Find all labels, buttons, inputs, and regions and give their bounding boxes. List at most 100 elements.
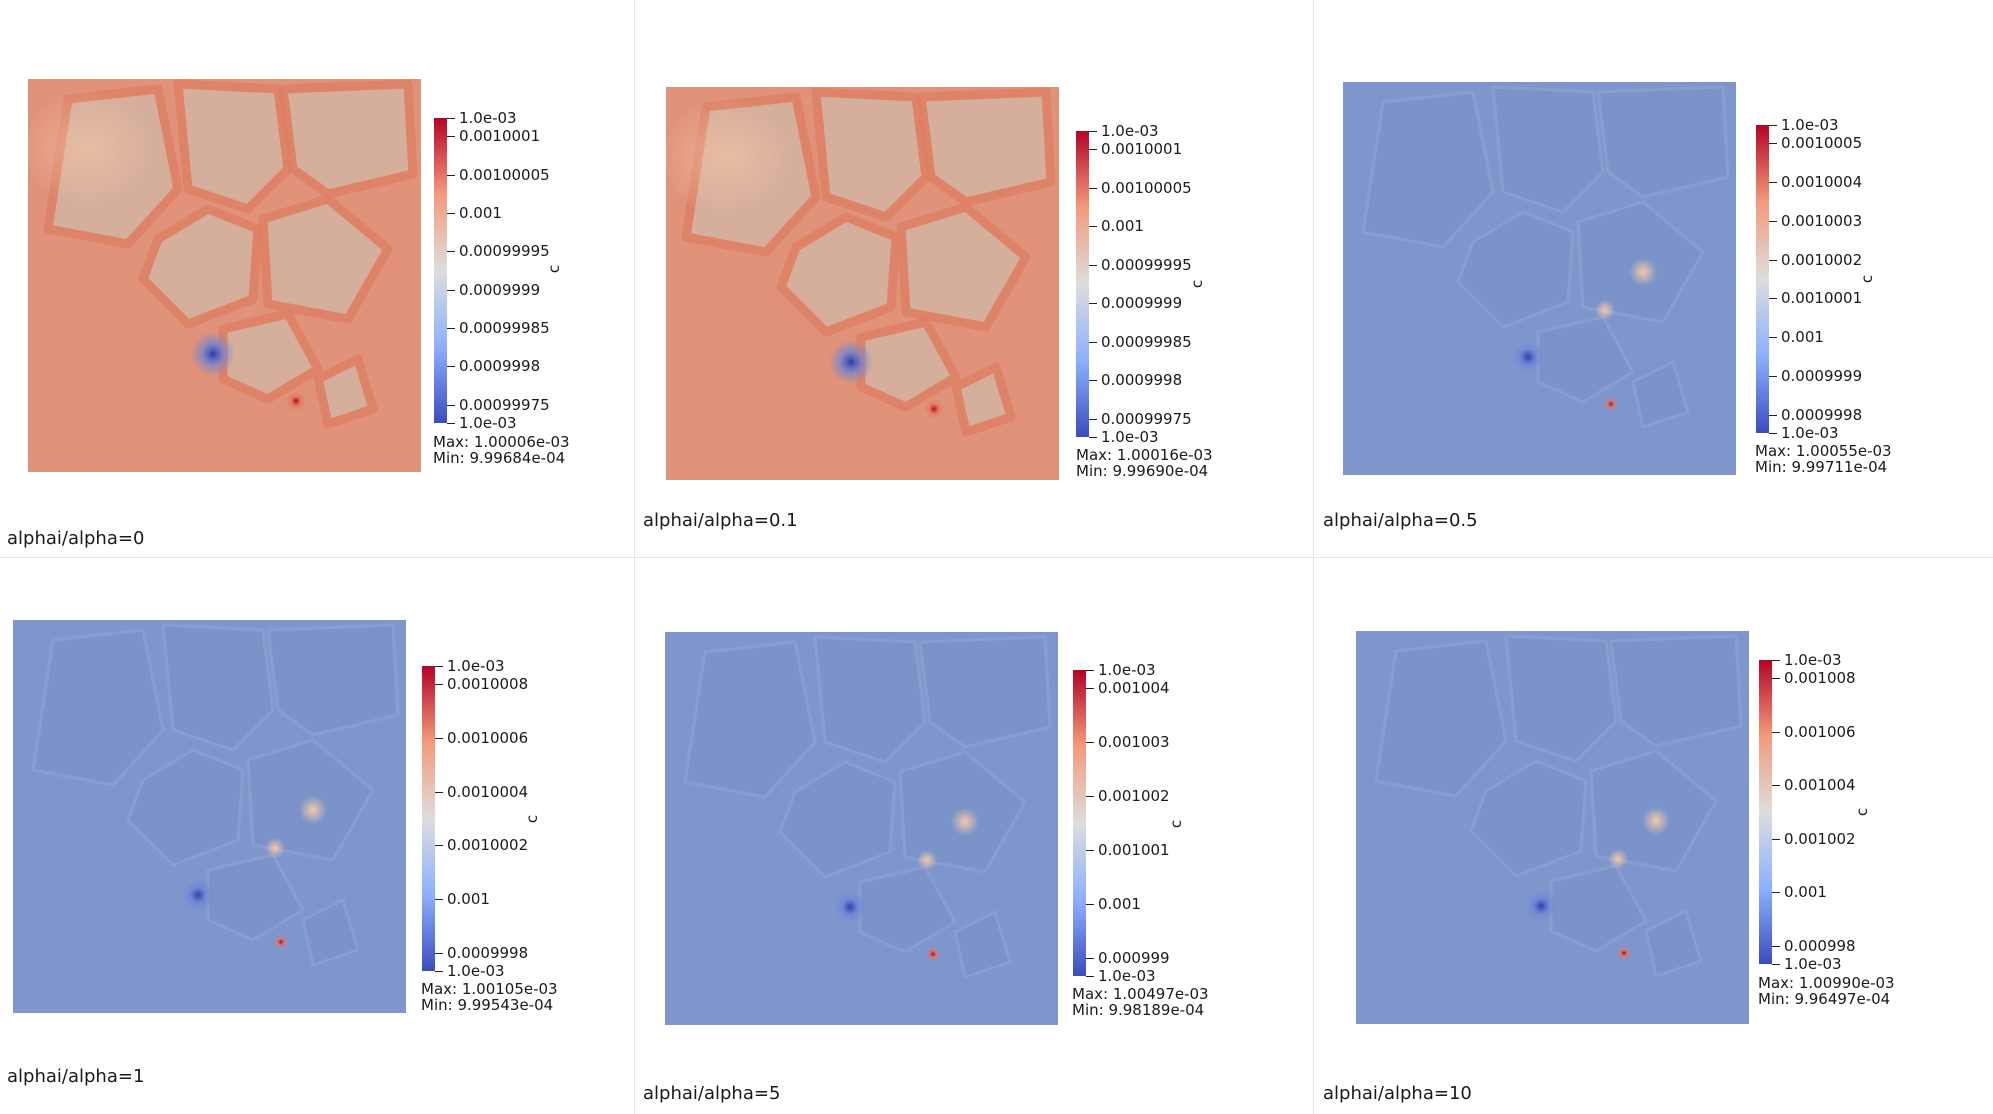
colorbar-title: c [1858, 274, 1877, 284]
tick-label: 0.001002 [1098, 787, 1170, 806]
tick-label: 0.0010004 [1781, 173, 1863, 192]
tick-mark [1086, 742, 1094, 744]
tick-mark [1772, 678, 1780, 680]
grain-region [778, 760, 897, 879]
tick-mark [447, 289, 455, 291]
tick-mark [1089, 149, 1097, 151]
range-readout: Max: 1.00497e-03 Min: 9.98189e-04 [1072, 986, 1209, 1018]
tick-mark [1769, 143, 1777, 145]
concentration-spot [274, 935, 288, 949]
colorbar [1759, 660, 1772, 964]
tick-label: 0.000998 [1784, 936, 1856, 955]
max-value: Max: 1.00055e-03 [1755, 442, 1892, 460]
min-value: Min: 9.99684e-04 [433, 449, 566, 467]
tick-label: 0.001004 [1784, 776, 1856, 795]
tick-mark [447, 118, 455, 119]
range-readout: Max: 1.00105e-03 Min: 9.99543e-04 [421, 981, 558, 1013]
tick-mark [1086, 976, 1094, 977]
tick-label: 0.00099975 [459, 395, 550, 414]
tick-label: 1.0e-03 [1784, 651, 1842, 669]
tick-label: 0.0010008 [447, 675, 529, 694]
concentration-spot [299, 796, 327, 824]
tick-label: 0.0009999 [1781, 366, 1863, 385]
tick-label: 1.0e-03 [459, 109, 517, 127]
tick-mark [1089, 437, 1097, 438]
range-readout: Max: 1.00006e-03 Min: 9.99684e-04 [433, 434, 570, 466]
max-value: Max: 1.00006e-03 [433, 433, 570, 451]
tick-label: 0.0010002 [1781, 250, 1863, 269]
grain-region [951, 362, 1016, 437]
tick-mark [1086, 670, 1094, 671]
grain-region [1361, 90, 1495, 249]
grain-region [918, 635, 1052, 749]
tick-mark [435, 684, 443, 686]
tick-label: 0.0010001 [459, 127, 541, 146]
tick-mark [435, 791, 443, 793]
colorbar [1076, 131, 1089, 437]
max-value: Max: 1.00990e-03 [1758, 974, 1895, 992]
grain-region [953, 910, 1012, 979]
tick-label: 0.0010001 [1781, 289, 1863, 308]
concentration-field [13, 620, 406, 1013]
grain-region [161, 623, 275, 752]
field-plot [28, 79, 421, 472]
colorbar [1756, 125, 1769, 433]
grain-region [811, 87, 931, 222]
concentration-field [1356, 631, 1749, 1024]
tick-mark [1089, 341, 1097, 343]
range-readout: Max: 1.00990e-03 Min: 9.96497e-04 [1758, 975, 1895, 1007]
tick-label: 0.0010004 [447, 782, 529, 801]
panel-caption: alphai/alpha=0.5 [1323, 510, 1478, 531]
tick-mark [1772, 838, 1780, 840]
colorbar-gradient [1073, 670, 1086, 976]
tick-label: 1.0e-03 [1781, 116, 1839, 134]
grain-region [1469, 759, 1588, 878]
tick-label: 0.001006 [1784, 722, 1856, 741]
tick-label: 1.0e-03 [1101, 122, 1159, 140]
tick-label: 0.00099995 [459, 242, 550, 261]
tick-mark [447, 136, 455, 138]
range-readout: Max: 1.00055e-03 Min: 9.99711e-04 [1755, 443, 1892, 475]
tick-label: 0.001001 [1098, 840, 1170, 859]
tick-label: 0.000999 [1098, 948, 1170, 967]
panel-caption: alphai/alpha=5 [643, 1083, 781, 1104]
min-value: Min: 9.99711e-04 [1755, 458, 1888, 476]
concentration-spot [951, 808, 979, 836]
max-value: Max: 1.00497e-03 [1072, 985, 1209, 1003]
max-value: Max: 1.00016e-03 [1076, 446, 1213, 464]
grain-region [896, 202, 1031, 332]
grain-region [683, 640, 817, 799]
tick-label: 1.0e-03 [447, 962, 505, 980]
tick-label: 0.0010003 [1781, 211, 1863, 230]
tick-mark [1089, 226, 1097, 228]
tick-mark [1772, 945, 1780, 947]
colorbar-gradient [434, 118, 447, 423]
min-value: Min: 9.99543e-04 [421, 996, 554, 1014]
tick-mark [1086, 688, 1094, 690]
concentration-spot [191, 332, 235, 376]
tick-label: 0.00099985 [1101, 332, 1192, 351]
tick-label: 0.0010006 [447, 728, 529, 747]
tick-label: 0.0009998 [447, 943, 529, 962]
concentration-spot [1642, 807, 1670, 835]
tick-label: 0.001003 [1098, 733, 1170, 752]
range-readout: Max: 1.00016e-03 Min: 9.99690e-04 [1076, 447, 1213, 479]
tick-label: 0.001 [1781, 328, 1824, 347]
colorbar-gradient [1076, 131, 1089, 437]
colorbar-title: c [545, 264, 564, 274]
concentration-spot [1595, 300, 1615, 320]
tick-mark [435, 845, 443, 847]
tick-mark [447, 423, 455, 424]
concentration-field [666, 87, 1059, 480]
colorbar [434, 118, 447, 423]
tick-label: 0.00099995 [1101, 255, 1192, 274]
tick-mark [447, 174, 455, 176]
field-highlight [28, 89, 158, 209]
tick-label: 0.0009999 [459, 280, 541, 299]
panel-caption: alphai/alpha=10 [1323, 1083, 1472, 1104]
colorbar [1073, 670, 1086, 976]
tick-mark [1769, 414, 1777, 416]
concentration-spot [1608, 849, 1628, 869]
tick-mark [1089, 187, 1097, 189]
field-plot [1343, 82, 1736, 475]
